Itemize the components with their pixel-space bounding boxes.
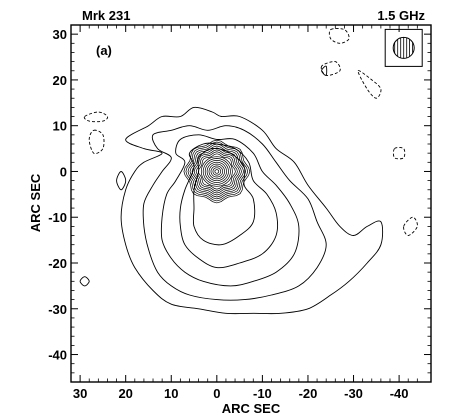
positive-contour	[160, 134, 300, 287]
core-contour	[197, 153, 236, 190]
core-contour	[202, 158, 231, 185]
x-tick-label: 30	[73, 386, 87, 401]
y-tick-label: 10	[53, 119, 67, 134]
beam-inset	[384, 28, 423, 67]
x-tick-label: -20	[299, 386, 318, 401]
core-contour	[185, 141, 249, 202]
y-tick-label: -10	[48, 210, 67, 225]
y-tick-label: 30	[53, 27, 67, 42]
title-left: Mrk 231	[82, 8, 130, 23]
negative-contour	[403, 216, 418, 236]
core-contour	[195, 151, 238, 192]
axis-ticks: 30 20 10 0 -10 -20 -30 -40 30 20 10 0 -10 -20 -30 -40	[48, 24, 431, 401]
panel-label: (a)	[96, 43, 112, 58]
y-tick-label: -40	[48, 348, 67, 363]
y-tick-label: 20	[53, 73, 67, 88]
positive-contour	[142, 125, 327, 301]
x-tick-label: 10	[164, 386, 178, 401]
core-contour	[189, 145, 244, 198]
core-contour	[187, 143, 247, 200]
negative-contour	[328, 28, 350, 44]
negative-contour	[320, 61, 341, 76]
core-contour	[193, 149, 240, 194]
isolated-contour	[321, 65, 328, 76]
x-axis-title: ARC SEC	[222, 401, 281, 416]
positive-contour	[120, 106, 384, 315]
core-contour	[191, 147, 242, 196]
y-axis-title: ARC SEC	[28, 173, 43, 232]
isolated-contour	[79, 276, 90, 287]
core-contour	[208, 163, 225, 180]
core-contour	[210, 165, 224, 178]
core-contour	[212, 167, 222, 176]
y-tick-label: -20	[48, 256, 67, 271]
plot-frame	[70, 24, 432, 383]
beam-box	[384, 28, 423, 67]
y-tick-label: 0	[60, 164, 67, 179]
x-tick-label: -30	[344, 386, 363, 401]
x-tick-label: -10	[253, 386, 272, 401]
core-contour	[206, 161, 227, 182]
x-tick-label: 20	[118, 386, 132, 401]
negative-contour	[357, 70, 382, 99]
contour-layer	[79, 28, 418, 315]
core-contour	[183, 139, 251, 204]
core-contour	[214, 169, 220, 174]
negative-contour	[83, 111, 109, 123]
x-tick-label: 0	[213, 386, 220, 401]
x-tick-label: -40	[390, 386, 409, 401]
negative-contour	[392, 147, 406, 160]
positive-contour	[192, 147, 256, 246]
y-tick-label: -30	[48, 302, 67, 317]
isolated-contour	[116, 171, 127, 191]
title-right: 1.5 GHz	[377, 8, 425, 23]
negative-contour	[88, 129, 105, 155]
core-contour	[204, 160, 229, 183]
core-contour	[200, 156, 233, 187]
